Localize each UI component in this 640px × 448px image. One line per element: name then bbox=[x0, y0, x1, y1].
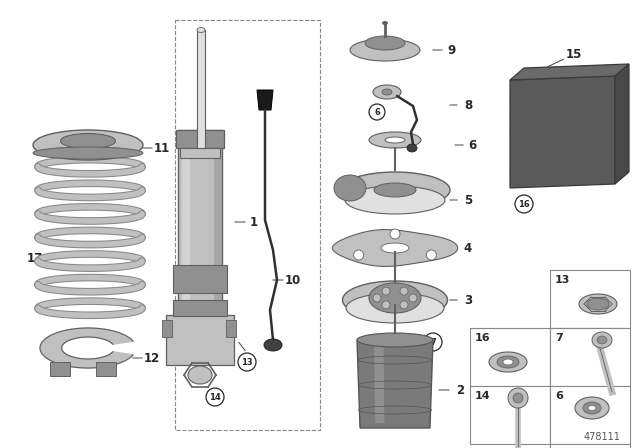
Ellipse shape bbox=[346, 293, 444, 323]
Text: 478111: 478111 bbox=[583, 432, 620, 442]
Text: 13: 13 bbox=[241, 358, 253, 366]
Ellipse shape bbox=[587, 298, 609, 310]
Text: 4: 4 bbox=[464, 241, 472, 254]
Text: 7: 7 bbox=[555, 333, 563, 343]
Text: 10: 10 bbox=[285, 273, 301, 287]
Ellipse shape bbox=[588, 405, 596, 410]
Circle shape bbox=[400, 301, 408, 309]
Text: 2: 2 bbox=[456, 383, 464, 396]
Circle shape bbox=[373, 294, 381, 302]
Ellipse shape bbox=[579, 294, 617, 314]
Ellipse shape bbox=[489, 352, 527, 372]
Circle shape bbox=[390, 229, 400, 239]
Polygon shape bbox=[182, 135, 190, 350]
Ellipse shape bbox=[350, 39, 420, 61]
Ellipse shape bbox=[334, 175, 366, 201]
Text: 1: 1 bbox=[250, 215, 258, 228]
Ellipse shape bbox=[340, 172, 450, 208]
Text: 9: 9 bbox=[448, 43, 456, 56]
Bar bbox=[550, 328, 630, 386]
Polygon shape bbox=[178, 130, 222, 355]
Bar bbox=[550, 444, 630, 448]
Ellipse shape bbox=[357, 333, 433, 347]
Polygon shape bbox=[96, 362, 116, 376]
Text: 11: 11 bbox=[154, 142, 170, 155]
Ellipse shape bbox=[385, 137, 405, 143]
Circle shape bbox=[508, 388, 528, 408]
Text: 5: 5 bbox=[464, 194, 472, 207]
Ellipse shape bbox=[497, 356, 519, 368]
Text: 14: 14 bbox=[209, 392, 221, 401]
Polygon shape bbox=[176, 130, 224, 148]
Ellipse shape bbox=[382, 89, 392, 95]
Polygon shape bbox=[180, 148, 220, 158]
Circle shape bbox=[382, 287, 390, 295]
Bar bbox=[470, 386, 550, 444]
Bar bbox=[550, 386, 630, 444]
Polygon shape bbox=[226, 320, 236, 337]
Polygon shape bbox=[510, 64, 629, 80]
Ellipse shape bbox=[381, 243, 409, 253]
Ellipse shape bbox=[345, 186, 445, 214]
Text: 6: 6 bbox=[555, 391, 563, 401]
Ellipse shape bbox=[575, 397, 609, 419]
Polygon shape bbox=[374, 345, 385, 423]
Polygon shape bbox=[257, 90, 273, 110]
Ellipse shape bbox=[369, 283, 421, 313]
Text: 14: 14 bbox=[475, 391, 491, 401]
Polygon shape bbox=[162, 320, 172, 337]
Ellipse shape bbox=[365, 36, 405, 50]
Text: 16: 16 bbox=[518, 199, 530, 208]
Ellipse shape bbox=[583, 402, 601, 414]
Polygon shape bbox=[173, 265, 227, 293]
Text: 13: 13 bbox=[555, 275, 570, 285]
Text: 15: 15 bbox=[566, 47, 582, 60]
Bar bbox=[550, 270, 630, 328]
Ellipse shape bbox=[61, 134, 115, 148]
Ellipse shape bbox=[382, 21, 388, 25]
Ellipse shape bbox=[33, 130, 143, 160]
Circle shape bbox=[426, 250, 436, 260]
Ellipse shape bbox=[264, 339, 282, 351]
Circle shape bbox=[513, 393, 523, 403]
Polygon shape bbox=[173, 300, 227, 316]
Ellipse shape bbox=[407, 144, 417, 152]
Ellipse shape bbox=[33, 147, 143, 159]
Polygon shape bbox=[510, 76, 615, 188]
Ellipse shape bbox=[592, 332, 612, 348]
Text: 6: 6 bbox=[374, 108, 380, 116]
Polygon shape bbox=[50, 362, 70, 376]
Polygon shape bbox=[615, 64, 629, 184]
Polygon shape bbox=[357, 340, 433, 428]
Text: 12: 12 bbox=[144, 352, 160, 365]
Polygon shape bbox=[332, 229, 458, 267]
Circle shape bbox=[382, 301, 390, 309]
Polygon shape bbox=[40, 328, 133, 368]
Bar bbox=[470, 328, 550, 386]
Text: 6: 6 bbox=[468, 138, 476, 151]
Ellipse shape bbox=[197, 27, 205, 33]
Polygon shape bbox=[197, 30, 205, 148]
Ellipse shape bbox=[597, 336, 607, 344]
Ellipse shape bbox=[342, 281, 447, 319]
Text: 3: 3 bbox=[464, 293, 472, 306]
Text: 7: 7 bbox=[430, 337, 436, 346]
Ellipse shape bbox=[188, 366, 212, 384]
Circle shape bbox=[354, 250, 364, 260]
Text: 8: 8 bbox=[464, 99, 472, 112]
Ellipse shape bbox=[503, 359, 513, 365]
Text: 16: 16 bbox=[475, 333, 491, 343]
Circle shape bbox=[409, 294, 417, 302]
Text: 17: 17 bbox=[27, 251, 43, 264]
Circle shape bbox=[400, 287, 408, 295]
Ellipse shape bbox=[373, 85, 401, 99]
Ellipse shape bbox=[369, 132, 421, 148]
Polygon shape bbox=[214, 135, 222, 350]
Ellipse shape bbox=[374, 183, 416, 197]
Polygon shape bbox=[166, 315, 234, 365]
